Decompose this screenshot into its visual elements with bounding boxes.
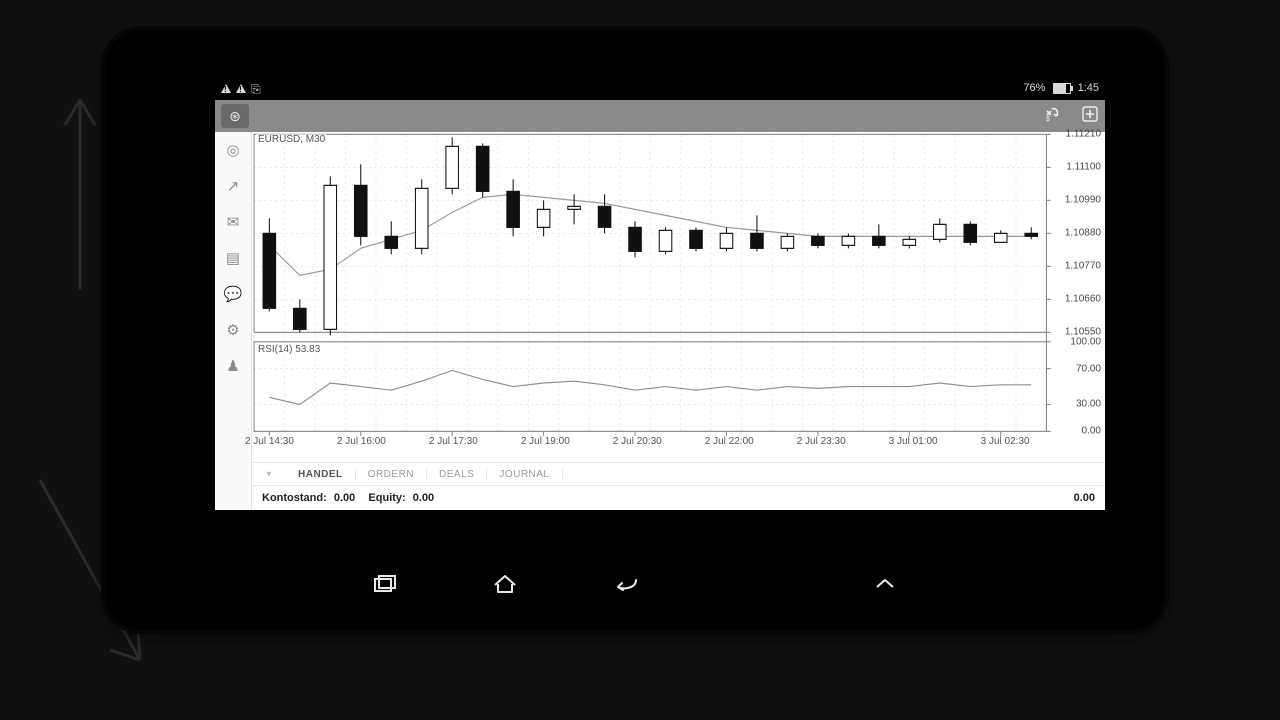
battery-pct: 76% — [1023, 82, 1045, 94]
tab-deals[interactable]: DEALS — [427, 469, 487, 480]
account-right-value: 0.00 — [1074, 492, 1095, 504]
nav-home-icon[interactable] — [490, 572, 520, 596]
kontostand-label: Kontostand: — [262, 492, 327, 504]
android-status-bar: ⎘ 76% 1:45 — [215, 80, 1105, 100]
tab-ordern[interactable]: ORDERN — [356, 469, 427, 480]
sidebar: ◎ ↗ ✉ ▤ 💬 ⚙ ♟ — [215, 132, 252, 510]
sidebar-crosshair-icon[interactable]: ◎ — [223, 140, 243, 160]
sidebar-trend-icon[interactable]: ↗ — [223, 176, 243, 196]
kontostand-value: 0.00 — [334, 492, 355, 504]
sidebar-mail-icon[interactable]: ✉ — [223, 212, 243, 232]
warning-icon — [236, 84, 246, 93]
symbol-label: EURUSD, M30 — [256, 134, 327, 145]
rsi-label: RSI(14) 53.83 — [256, 344, 322, 355]
sidebar-news-icon[interactable]: ▤ — [223, 248, 243, 268]
action-bar: ⊛ $ — [215, 100, 1105, 132]
cast-icon: ⎘ — [251, 82, 263, 96]
chart-panel[interactable]: EURUSD, M30 RSI(14) 53.83 1.112101.11100… — [252, 132, 1105, 462]
nav-back-icon[interactable] — [610, 572, 640, 596]
main-area: EURUSD, M30 RSI(14) 53.83 1.112101.11100… — [252, 132, 1105, 510]
chart-svg — [252, 132, 1105, 462]
new-order-icon[interactable] — [1081, 105, 1099, 128]
x-axis-labels: 2 Jul 14:302 Jul 16:002 Jul 17:302 Jul 1… — [252, 436, 1049, 452]
tab-journal[interactable]: JOURNAL — [487, 469, 562, 480]
tablet-device: ⎘ 76% 1:45 ⊛ $ ◎ ↗ ✉ ▤ — [105, 30, 1165, 630]
app-screen: ⊛ $ ◎ ↗ ✉ ▤ 💬 ⚙ ♟ — [215, 100, 1105, 510]
tab-row: ▾ HANDEL ORDERN DEALS JOURNAL — [252, 462, 1105, 485]
tab-handel[interactable]: HANDEL — [286, 469, 356, 480]
battery-icon — [1053, 83, 1071, 94]
refresh-quotes-icon[interactable]: $ — [1043, 105, 1063, 128]
sidebar-settings-icon[interactable]: ⚙ — [223, 320, 243, 340]
equity-label: Equity: — [368, 492, 405, 504]
account-summary: Kontostand: 0.00 Equity: 0.00 0.00 — [252, 485, 1105, 510]
nav-recent-icon[interactable] — [370, 572, 400, 596]
equity-value: 0.00 — [413, 492, 434, 504]
android-nav-bar — [105, 572, 1165, 596]
clock: 1:45 — [1078, 82, 1099, 94]
sidebar-community-icon[interactable]: ♟ — [223, 356, 243, 376]
sidebar-chat-icon[interactable]: 💬 — [223, 284, 243, 304]
nav-expand-icon[interactable] — [870, 572, 900, 596]
warning-icon — [221, 84, 231, 93]
svg-text:$: $ — [1046, 116, 1050, 123]
app-icon[interactable]: ⊛ — [221, 104, 249, 128]
tabs-chevron-icon[interactable]: ▾ — [252, 469, 286, 480]
